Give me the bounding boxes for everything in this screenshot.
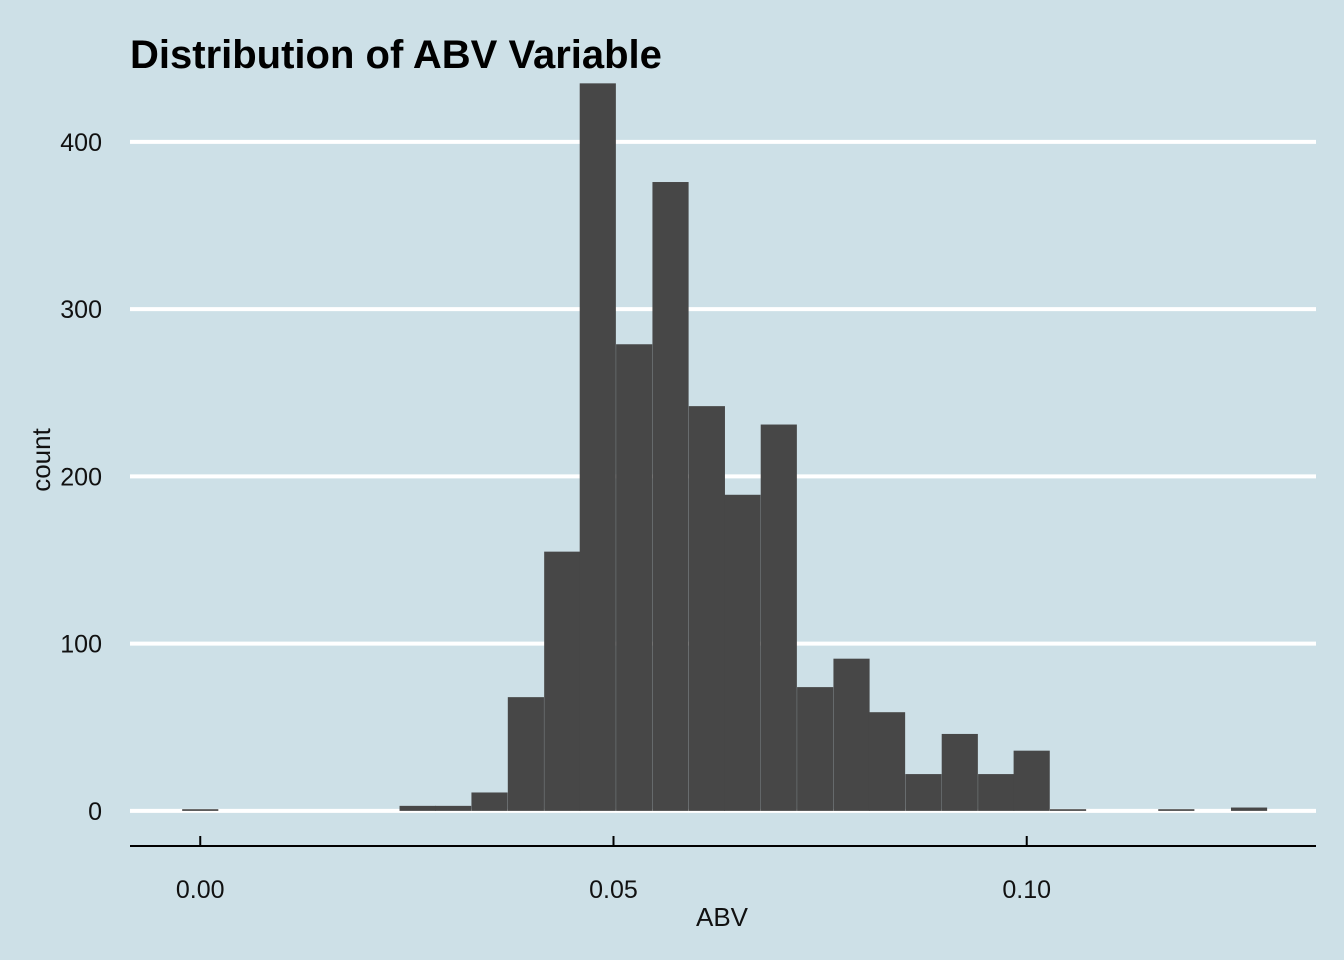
chart-title: Distribution of ABV Variable xyxy=(130,33,662,77)
histogram-bar xyxy=(760,424,797,811)
histogram-bar xyxy=(399,805,436,811)
histogram-bar xyxy=(544,551,581,811)
histogram-bar xyxy=(868,712,906,811)
histogram-bar xyxy=(507,697,544,811)
histogram-bar xyxy=(435,805,472,811)
y-tick-label: 100 xyxy=(60,631,102,659)
x-tick-label: 0.00 xyxy=(176,876,225,904)
x-tick-label: 0.05 xyxy=(589,876,638,904)
y-tick-label: 200 xyxy=(60,463,102,491)
y-axis-ticks: 0 100 200 300 400 xyxy=(60,129,102,826)
histogram-bar xyxy=(616,344,653,811)
y-tick-label: 0 xyxy=(88,798,102,826)
histogram-bar xyxy=(1013,750,1050,811)
histogram-bar xyxy=(579,83,616,811)
histogram-bar xyxy=(941,733,978,811)
histogram-bar xyxy=(471,792,508,811)
histogram-bar xyxy=(724,494,761,811)
histogram-bar xyxy=(797,687,834,811)
histogram-bar xyxy=(1049,809,1087,811)
x-axis-title: ABV xyxy=(696,902,749,932)
histogram-bar xyxy=(978,774,1015,811)
histogram-bar xyxy=(833,658,870,811)
y-axis-title: count xyxy=(26,427,56,491)
histogram-bar xyxy=(905,774,942,811)
histogram-bar xyxy=(1158,809,1195,811)
y-tick-label: 300 xyxy=(60,296,102,324)
x-axis-ticks: 0.00 0.05 0.10 xyxy=(176,836,1051,904)
histogram-bar xyxy=(652,182,689,811)
y-tick-label: 400 xyxy=(60,129,102,157)
histogram-bar xyxy=(182,809,219,811)
histogram-bar xyxy=(688,406,725,811)
histogram-bars xyxy=(182,83,1268,811)
histogram-bar xyxy=(1230,807,1268,811)
x-tick-label: 0.10 xyxy=(1002,876,1051,904)
